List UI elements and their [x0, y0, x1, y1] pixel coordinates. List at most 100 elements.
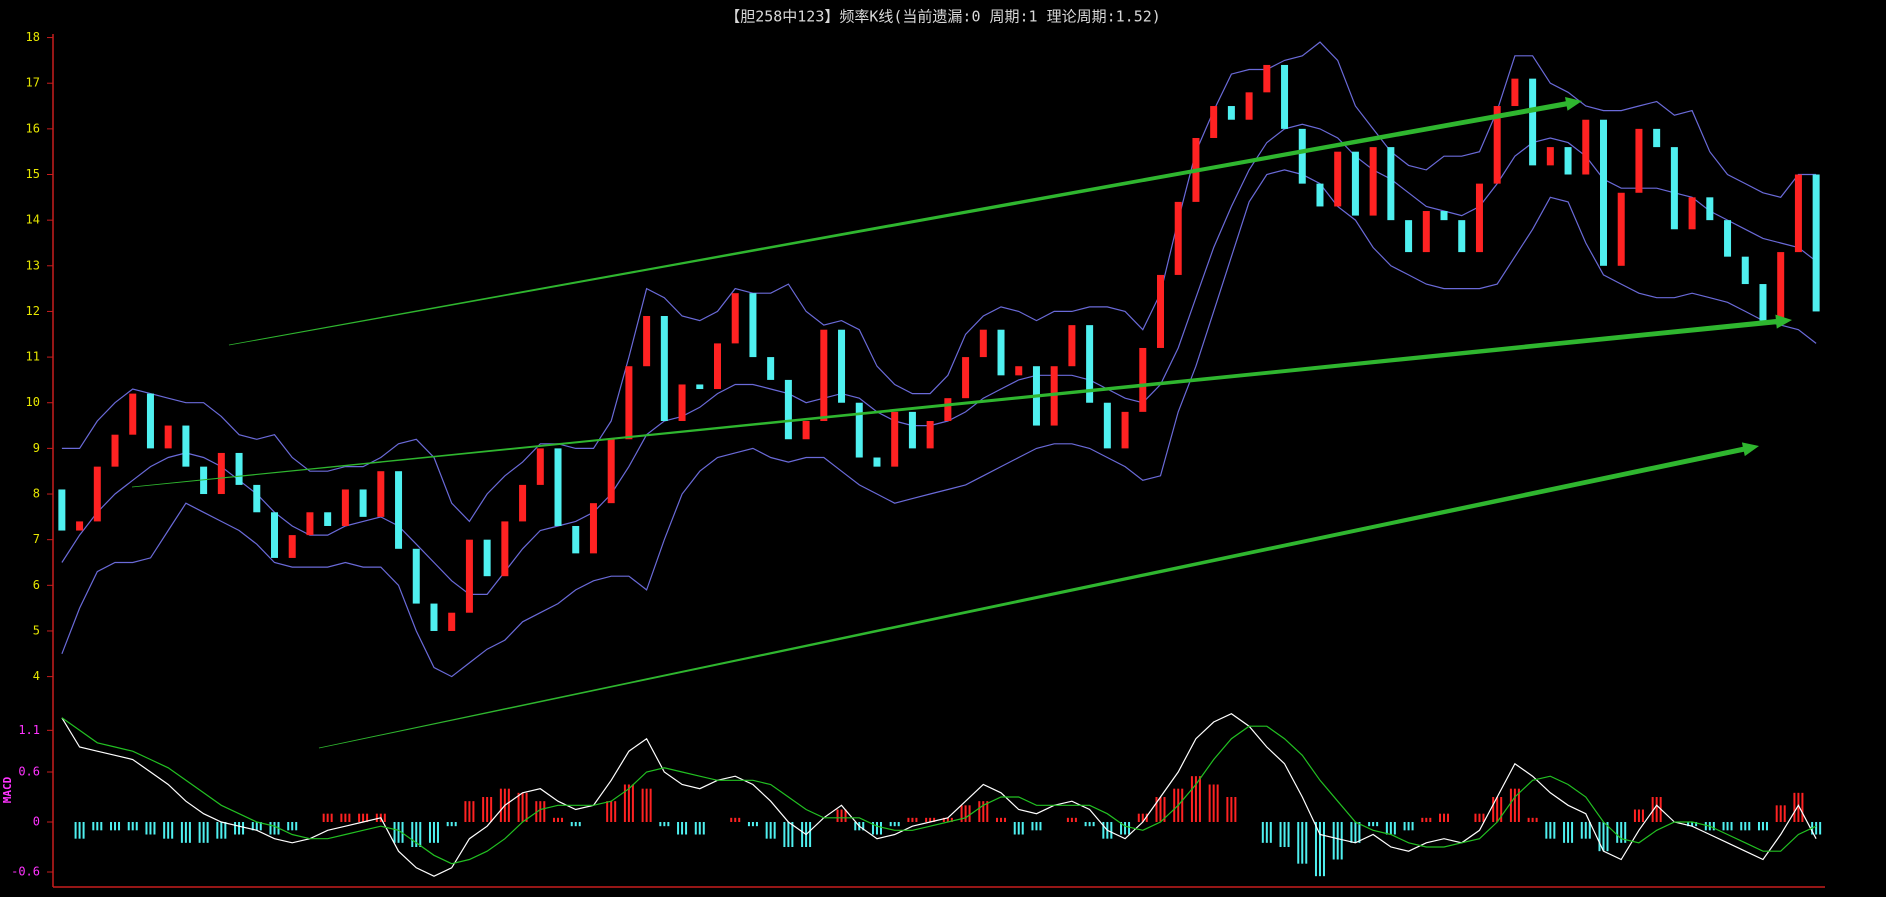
candle [1281, 64, 1289, 129]
candle [1812, 174, 1820, 312]
candle [926, 420, 934, 449]
candle [891, 411, 899, 467]
y-tick-label: 18 [26, 30, 40, 44]
trend-arrow [132, 314, 1792, 488]
y-tick-label: 7 [33, 532, 40, 546]
candle [146, 393, 154, 449]
candle [908, 411, 916, 449]
y-tick-label: 14 [26, 213, 40, 227]
y-tick-label: 10 [26, 395, 40, 409]
trend-arrow [228, 97, 1582, 346]
y-tick-label: 11 [26, 350, 40, 364]
candle [572, 525, 580, 554]
y-tick-label: 8 [33, 487, 40, 501]
candle [1600, 119, 1607, 266]
candle [767, 357, 775, 380]
candle [111, 434, 119, 467]
candle [1369, 147, 1377, 216]
candle [554, 448, 562, 526]
candle [625, 366, 633, 440]
plot-area [58, 41, 1822, 877]
candle [1298, 128, 1306, 184]
candle [749, 293, 757, 358]
candle [1724, 220, 1732, 257]
candle [1139, 347, 1147, 412]
line [61, 41, 1817, 523]
candle [696, 384, 704, 390]
candle [412, 548, 420, 604]
candle [1475, 183, 1483, 253]
candle [1582, 119, 1590, 175]
y-tick-label: 0.6 [18, 765, 40, 779]
candle [1263, 64, 1271, 93]
candle [76, 521, 84, 531]
candle [1653, 128, 1661, 148]
candle [1245, 92, 1253, 120]
candle [1316, 183, 1324, 207]
candle [1741, 256, 1749, 285]
candle [164, 425, 172, 449]
candle [1050, 366, 1058, 426]
line [61, 169, 1817, 678]
candle [1546, 147, 1554, 166]
candle [1351, 151, 1359, 216]
candle [93, 466, 101, 522]
candle [784, 379, 792, 440]
candle [58, 489, 66, 531]
y-tick-label: 16 [26, 121, 40, 135]
candle [1015, 366, 1023, 376]
candle [714, 343, 721, 390]
candle [217, 452, 225, 495]
candle [607, 439, 615, 504]
y-tick-label: 15 [26, 167, 40, 181]
y-tick-label: 4 [33, 669, 40, 683]
y-tick-label: 17 [26, 76, 40, 90]
candle [1617, 192, 1625, 266]
candle [395, 471, 403, 549]
candle [1440, 211, 1448, 221]
trend-arrows [132, 97, 1792, 749]
candle [501, 521, 509, 577]
line [61, 717, 1817, 865]
candle [731, 293, 739, 344]
candle [235, 452, 243, 485]
candle [1121, 411, 1129, 449]
candle [589, 503, 597, 554]
candle [1086, 325, 1094, 403]
y-tick-label: 13 [26, 258, 40, 272]
candle [1210, 106, 1218, 138]
line [61, 123, 1817, 595]
candle [359, 489, 367, 517]
candle [1174, 201, 1182, 275]
trend-arrow [318, 442, 1759, 749]
candle [536, 448, 544, 485]
candle [129, 393, 137, 435]
candle [483, 539, 491, 577]
candle [678, 384, 686, 421]
candle [962, 357, 970, 399]
candle [1068, 325, 1076, 367]
candle [288, 535, 296, 558]
candle [1635, 128, 1643, 193]
candle [1529, 78, 1537, 166]
candle [1227, 106, 1235, 120]
candle [643, 316, 651, 367]
candle [306, 512, 314, 536]
candle [1511, 78, 1519, 107]
candle [271, 512, 278, 558]
candle [1706, 197, 1714, 221]
candle [944, 398, 952, 421]
y-tick-label: 9 [33, 441, 40, 455]
y-tick-label: 1.1 [18, 723, 40, 737]
candle [465, 539, 473, 613]
candle [802, 420, 810, 440]
candle [1493, 106, 1501, 184]
y-tick-label: 0 [33, 815, 40, 829]
candle [1794, 174, 1802, 253]
y-tick-label: 5 [33, 623, 40, 637]
candle [1777, 252, 1785, 321]
y-tick-label: 6 [33, 578, 40, 592]
candle [200, 466, 208, 495]
candle [660, 316, 668, 421]
